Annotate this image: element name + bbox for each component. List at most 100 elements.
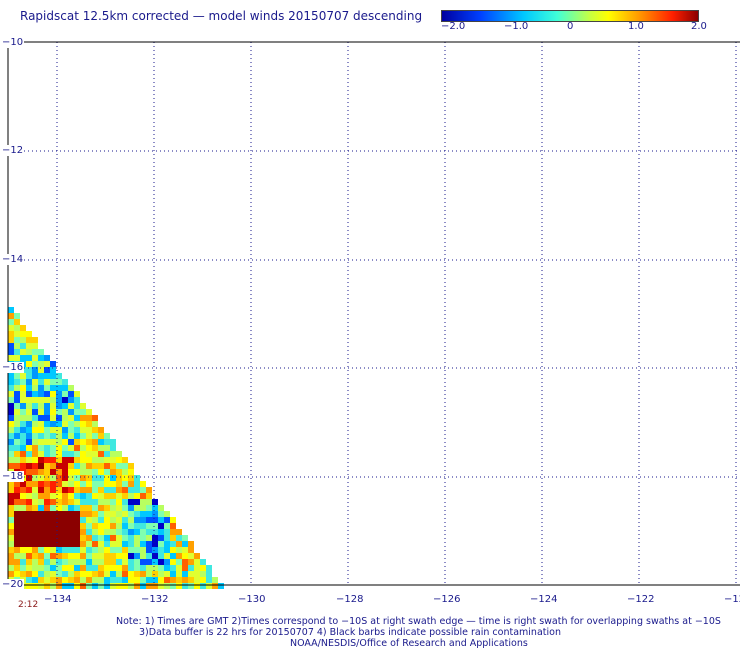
wind-cell — [56, 487, 62, 493]
wind-cell — [38, 373, 44, 379]
wind-cell — [68, 475, 74, 481]
wind-cell — [20, 391, 26, 397]
wind-cell — [26, 553, 32, 559]
wind-cell — [38, 565, 44, 571]
wind-cell — [44, 385, 50, 391]
wind-cell — [134, 559, 140, 565]
wind-cell — [50, 391, 56, 397]
wind-cell — [62, 583, 68, 589]
wind-cell — [116, 499, 122, 505]
wind-cell — [86, 445, 92, 451]
wind-cell — [92, 445, 98, 451]
wind-cell — [86, 463, 92, 469]
wind-cell — [8, 481, 14, 487]
wind-cell — [74, 397, 80, 403]
wind-cell — [140, 541, 146, 547]
wind-cell — [98, 481, 104, 487]
wind-cell — [86, 415, 92, 421]
wind-cell — [122, 571, 128, 577]
wind-cell — [14, 325, 20, 331]
wind-cell — [140, 523, 146, 529]
wind-cell — [80, 487, 86, 493]
wind-cell — [20, 397, 26, 403]
wind-cell — [140, 577, 146, 583]
wind-cell — [44, 493, 50, 499]
wind-cell — [86, 481, 92, 487]
wind-cell — [20, 553, 26, 559]
wind-cell — [14, 493, 20, 499]
wind-cell — [14, 505, 20, 511]
wind-cell — [50, 385, 56, 391]
lon-label: −124 — [530, 594, 558, 605]
wind-cell — [68, 403, 74, 409]
wind-cell — [104, 517, 110, 523]
wind-cell — [80, 439, 86, 445]
wind-cell — [38, 361, 44, 367]
wind-cell — [62, 493, 68, 499]
wind-cell — [74, 511, 80, 517]
wind-cell — [38, 433, 44, 439]
wind-cell — [134, 571, 140, 577]
wind-cell — [62, 427, 68, 433]
wind-cell — [62, 517, 68, 523]
wind-cell — [188, 577, 194, 583]
wind-cell — [20, 337, 26, 343]
wind-cell — [116, 505, 122, 511]
wind-cell — [104, 553, 110, 559]
wind-cell — [44, 481, 50, 487]
wind-cell — [38, 439, 44, 445]
wind-cell — [170, 559, 176, 565]
wind-cell — [56, 547, 62, 553]
wind-cell — [86, 517, 92, 523]
wind-cell — [8, 415, 14, 421]
wind-cell — [20, 355, 26, 361]
wind-cell — [134, 475, 140, 481]
wind-cell — [110, 457, 116, 463]
wind-cell — [122, 511, 128, 517]
wind-cell — [74, 583, 80, 589]
wind-cell — [128, 559, 134, 565]
wind-cell — [140, 505, 146, 511]
wind-cell — [122, 535, 128, 541]
wind-cell — [32, 361, 38, 367]
wind-cell — [98, 427, 104, 433]
wind-cell — [44, 457, 50, 463]
wind-cell — [20, 343, 26, 349]
wind-cell — [116, 523, 122, 529]
wind-cell — [8, 565, 14, 571]
wind-cell — [8, 553, 14, 559]
wind-cell — [98, 445, 104, 451]
wind-cell — [50, 451, 56, 457]
wind-cell — [20, 559, 26, 565]
wind-cell — [86, 583, 92, 589]
wind-cell — [32, 481, 38, 487]
wind-cell — [62, 403, 68, 409]
wind-cell — [20, 505, 26, 511]
wind-cell — [32, 415, 38, 421]
wind-cell — [128, 547, 134, 553]
wind-cell — [152, 553, 158, 559]
wind-cell — [200, 559, 206, 565]
wind-cell — [8, 463, 14, 469]
wind-cell — [74, 493, 80, 499]
wind-cell — [104, 523, 110, 529]
wind-cell — [164, 529, 170, 535]
wind-cell — [152, 499, 158, 505]
wind-cell — [8, 313, 14, 319]
wind-cell — [8, 517, 14, 523]
colorbar-label: 2.0 — [691, 21, 707, 32]
wind-cell — [44, 577, 50, 583]
wind-cell — [50, 421, 56, 427]
wind-cell — [62, 577, 68, 583]
wind-cell — [14, 373, 20, 379]
wind-cell — [20, 409, 26, 415]
wind-cell — [44, 391, 50, 397]
wind-cell — [38, 529, 44, 535]
wind-cell — [158, 547, 164, 553]
wind-cell — [62, 541, 68, 547]
wind-cell — [218, 583, 224, 589]
wind-cell — [194, 553, 200, 559]
wind-cell — [110, 553, 116, 559]
wind-cell — [14, 559, 20, 565]
wind-cell — [104, 583, 110, 589]
